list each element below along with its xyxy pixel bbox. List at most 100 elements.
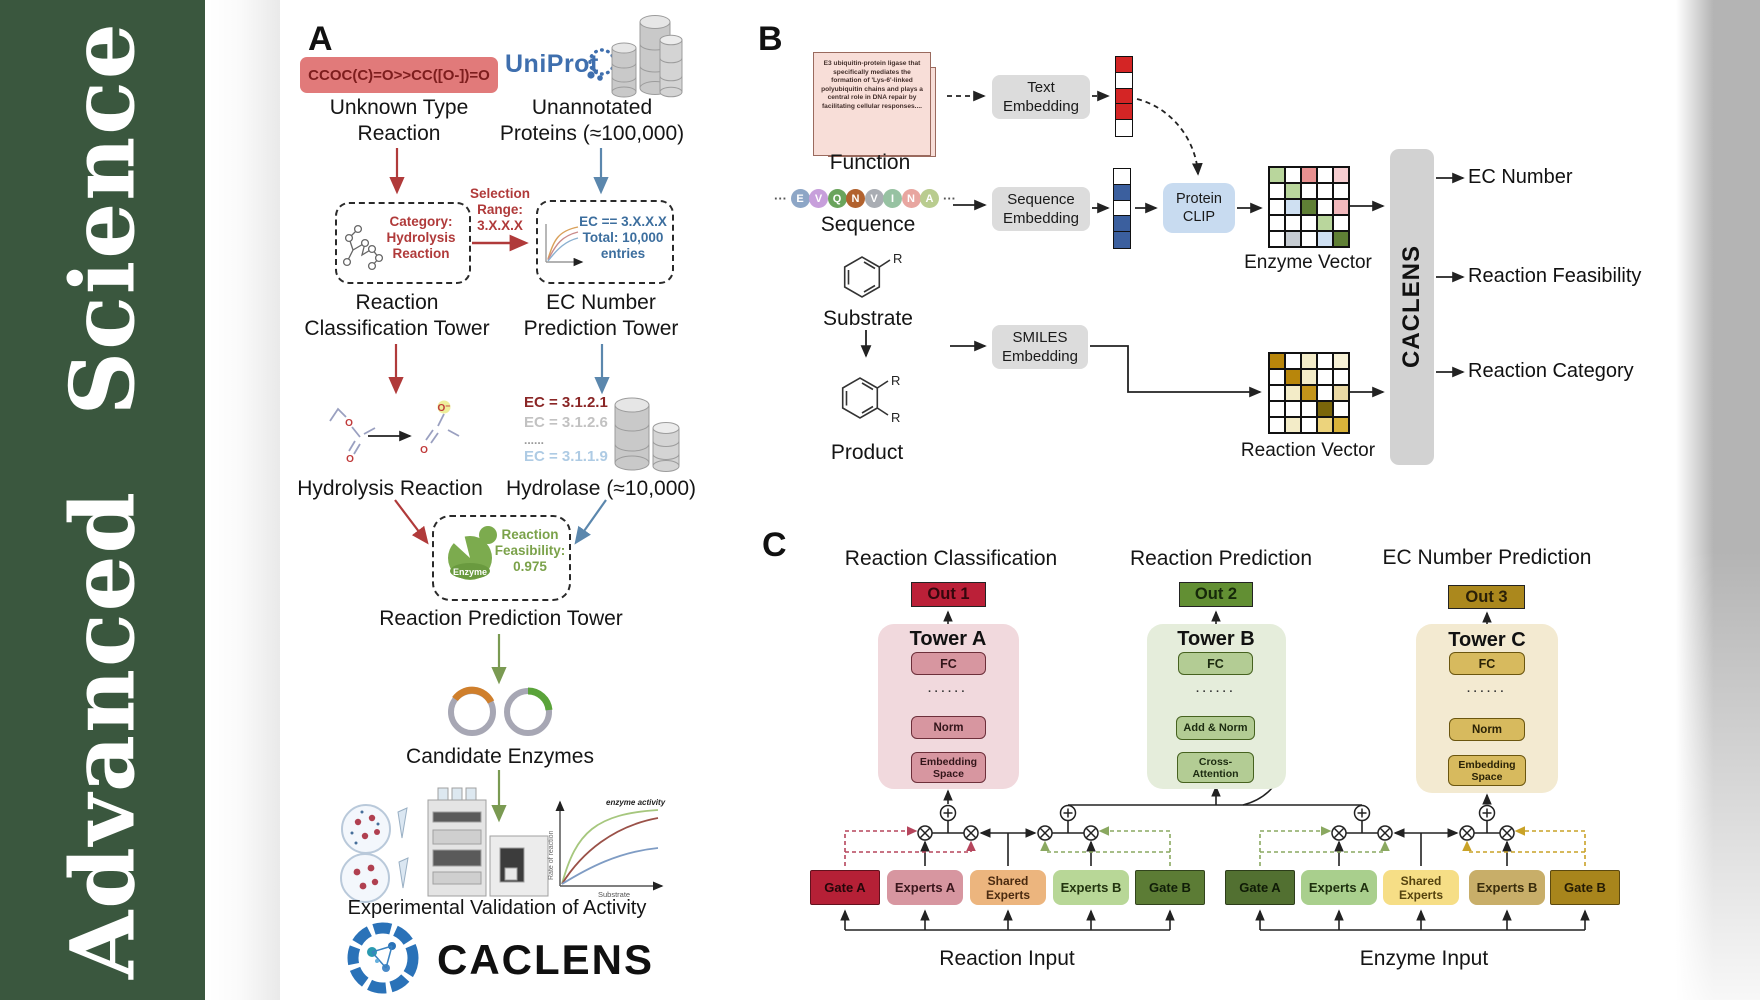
amino-acid-circle: Q	[827, 189, 847, 208]
reaction-grid-cell	[1285, 369, 1301, 385]
product-r2-label: R	[891, 410, 900, 425]
reaction-grid-cell	[1285, 401, 1301, 417]
page-edge-shadow-left	[208, 0, 280, 1000]
panel-b-arrows	[860, 90, 1465, 398]
product-r1-label: R	[891, 373, 900, 388]
enzyme-shared-experts: Shared Experts	[1383, 870, 1459, 905]
panel-c-label: C	[762, 526, 787, 564]
text-vector-cell	[1115, 119, 1133, 137]
enzyme-grid-cell	[1317, 167, 1333, 183]
graph-annotation: enzyme activity	[606, 798, 666, 807]
ec-result-top: EC = 3.1.2.1	[524, 394, 608, 411]
reaction-grid-cell	[1301, 353, 1317, 369]
feasibility-label: Reaction Feasibility: 0.975	[494, 527, 566, 574]
caclens-bar-label: CACLENS	[1398, 245, 1425, 369]
hydrolysis-molecules: O O O⁻ O	[329, 400, 460, 465]
panel-c-gate-wires	[844, 826, 1586, 866]
graph-xlabel: Substrate	[598, 890, 630, 899]
enzyme-grid-cell	[1269, 199, 1285, 215]
reaction-grid-cell	[1333, 369, 1349, 385]
sequence-ellipsis: ···	[774, 191, 787, 206]
reaction-grid-cell	[1285, 385, 1301, 401]
enzyme-grid-cell	[1333, 231, 1349, 247]
plus-node	[1353, 804, 1371, 822]
text-embedding-box: Text Embedding	[992, 75, 1090, 119]
caclens-model-bar: CACLENS	[1390, 149, 1434, 465]
reaction-gate-b: Gate B	[1135, 870, 1205, 905]
journal-sidebar: Advanced Science	[0, 0, 205, 1000]
substrate-molecule: R	[843, 251, 902, 298]
prediction-tower-label: Reaction Prediction Tower	[379, 607, 623, 630]
reaction-grid-cell	[1333, 417, 1349, 433]
function-label: Function	[829, 151, 911, 174]
tower-c-title: Tower C	[1448, 629, 1526, 651]
amino-acid-circle: V	[864, 189, 884, 208]
reaction-grid-cell	[1301, 385, 1317, 401]
smiles-reaction-box: CCOC(C)=O>>CC([O-])=O	[300, 57, 498, 93]
reaction-grid-cell	[1269, 353, 1285, 369]
sequence-embedding-box: Sequence Embedding	[992, 187, 1090, 231]
function-card: E3 ubiquitin-protein ligase that specifi…	[813, 52, 931, 156]
enzyme-grid-cell	[1285, 167, 1301, 183]
panel-a-arrows	[388, 148, 610, 823]
substrate-r-label: R	[893, 251, 902, 266]
svg-text:O⁻: O⁻	[437, 403, 450, 414]
enzyme-grid-cell	[1301, 167, 1317, 183]
tower-b-cross-attention: Cross- Attention	[1177, 752, 1254, 783]
reaction-grid-cell	[1317, 353, 1333, 369]
reaction-grid-cell	[1269, 401, 1285, 417]
reaction-grid-cell	[1269, 385, 1285, 401]
sequence-ellipsis: ···	[943, 191, 956, 206]
panel-b-label: B	[758, 20, 783, 58]
enzyme-grid-cell	[1317, 215, 1333, 231]
sequence-vector-cell	[1113, 231, 1131, 249]
enzyme-gate-a: Gate A	[1225, 870, 1295, 905]
enzyme-grid-cell	[1301, 215, 1317, 231]
output-ec-number: EC Number	[1468, 166, 1573, 188]
reaction-input-label: Reaction Input	[939, 947, 1075, 970]
unannotated-proteins-label: Unannotated Proteins (≈100,000)	[499, 96, 685, 145]
enzyme-grid-cell	[1269, 183, 1285, 199]
enzyme-grid-cell	[1285, 231, 1301, 247]
enzyme-vector-grid	[1268, 166, 1350, 248]
reaction-grid-cell	[1317, 417, 1333, 433]
database-icons-top	[611, 15, 683, 98]
svg-text:O: O	[420, 445, 428, 456]
text-embedding-vector	[1115, 56, 1133, 137]
reaction-vector-grid	[1268, 352, 1350, 434]
reaction-grid-cell	[1317, 401, 1333, 417]
candidate-enzymes-label: Candidate Enzymes	[406, 745, 594, 768]
enzyme-blob-icon: Enzyme	[446, 526, 497, 580]
header-ec-number-prediction: EC Number Prediction	[1382, 546, 1592, 569]
ec-result-2: EC = 3.1.2.6	[524, 414, 608, 431]
amino-acid-circle: A	[920, 189, 939, 208]
hydrolysis-reaction-label: Hydrolysis Reaction	[297, 477, 483, 500]
enzyme-grid-cell	[1333, 167, 1349, 183]
enzyme-grid-cell	[1317, 199, 1333, 215]
activity-graph: enzyme activity Rate of reaction Substra…	[548, 798, 666, 899]
output-reaction-category: Reaction Category	[1468, 360, 1634, 382]
svg-text:O: O	[345, 418, 353, 429]
reaction-vector-label: Reaction Vector	[1240, 440, 1376, 461]
smiles-embedding-box: SMILES Embedding	[992, 325, 1088, 369]
reaction-grid-cell	[1333, 385, 1349, 401]
svg-text:O: O	[346, 454, 354, 465]
tower-c-fc: FC	[1449, 652, 1525, 675]
unknown-reaction-label: Unknown Type Reaction	[329, 96, 469, 145]
enzyme-experts-a: Experts A	[1301, 870, 1377, 905]
times-node	[963, 825, 979, 841]
times-node	[1499, 825, 1515, 841]
ec-range-label: EC == 3.X.X.X Total: 10,000 entries	[579, 214, 667, 261]
enzyme-badge-label: Enzyme	[453, 567, 487, 577]
plus-node	[939, 804, 957, 822]
enzyme-gate-b: Gate B	[1550, 870, 1620, 905]
graph-ylabel: Rate of reaction	[548, 830, 555, 880]
amino-acid-circle: N	[901, 189, 921, 208]
ec-result-list: EC = 3.1.2.1 EC = 3.1.2.6 ...... EC = 3.…	[524, 393, 608, 467]
caclens-logo-icon	[347, 922, 419, 994]
enzyme-grid-cell	[1269, 167, 1285, 183]
enzyme-grid-cell	[1301, 199, 1317, 215]
reaction-grid-cell	[1301, 417, 1317, 433]
protein-clip-box: Protein CLIP	[1163, 183, 1235, 233]
